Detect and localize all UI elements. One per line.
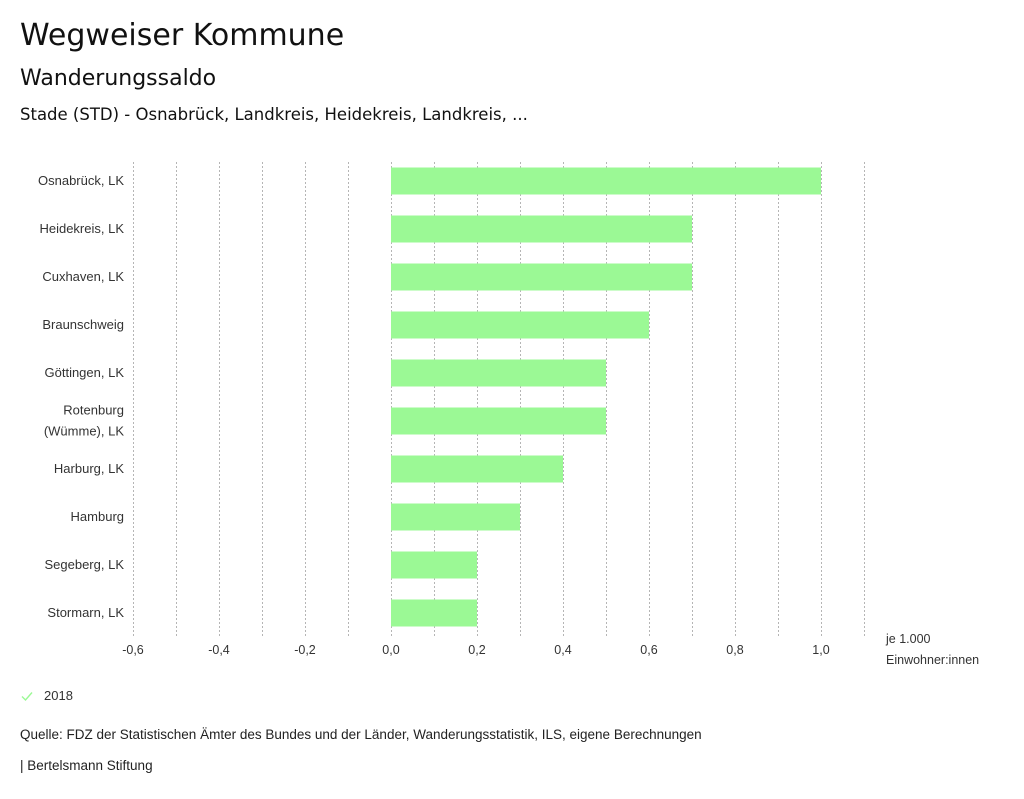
- bar[interactable]: [391, 311, 649, 339]
- bar[interactable]: [391, 407, 606, 435]
- bar[interactable]: [391, 215, 692, 243]
- legend[interactable]: 2018: [20, 688, 73, 703]
- category-label: Rotenburg (Wümme), LK: [44, 403, 125, 439]
- category-label: Segeberg, LK: [44, 557, 124, 572]
- x-tick-label: 0,4: [554, 643, 571, 657]
- check-icon: [21, 691, 33, 701]
- bar[interactable]: [391, 599, 477, 627]
- x-tick-label: 1,0: [812, 643, 829, 657]
- selection-summary: Stade (STD) - Osnabrück, Landkreis, Heid…: [20, 105, 528, 124]
- bar[interactable]: [391, 503, 520, 531]
- source-note: Quelle: FDZ der Statistischen Ämter des …: [20, 727, 702, 742]
- x-tick-label: 0,6: [640, 643, 657, 657]
- bar[interactable]: [391, 455, 563, 483]
- chart-subtitle: Wanderungssaldo: [20, 66, 217, 91]
- x-tick-label: 0,2: [468, 643, 485, 657]
- x-tick-label: 0,0: [382, 643, 399, 657]
- category-label: Braunschweig: [42, 317, 124, 332]
- x-tick-label: -0,4: [208, 643, 230, 657]
- x-axis-unit-label: je 1.000 Einwohner:innen: [885, 632, 979, 667]
- x-tick-label: 0,8: [726, 643, 743, 657]
- category-label: Heidekreis, LK: [39, 221, 124, 236]
- x-tick-label: -0,6: [122, 643, 144, 657]
- x-axis-label: je 1.000 Einwohner:innen: [885, 632, 979, 667]
- bar[interactable]: [391, 263, 692, 291]
- bar-chart: Osnabrück, LK Heidekreis, LK Cuxhaven, LK B…: [38, 162, 979, 667]
- gridlines: [133, 162, 865, 636]
- bar[interactable]: [391, 551, 477, 579]
- category-label: Stormarn, LK: [47, 605, 124, 620]
- category-label: Göttingen, LK: [45, 365, 125, 380]
- legend-label-2018: 2018: [44, 688, 73, 703]
- x-tick-labels: -0,6 -0,4 -0,2 0,0 0,2 0,4 0,6 0,8 1,0: [122, 643, 830, 657]
- bar[interactable]: [391, 167, 821, 195]
- x-tick-label: -0,2: [294, 643, 316, 657]
- credit-note: | Bertelsmann Stiftung: [20, 758, 153, 773]
- page-title: Wegweiser Kommune: [20, 18, 345, 53]
- category-labels: Osnabrück, LK Heidekreis, LK Cuxhaven, LK B…: [38, 173, 124, 620]
- category-label: Osnabrück, LK: [38, 173, 124, 188]
- bar[interactable]: [391, 359, 606, 387]
- category-label: Cuxhaven, LK: [42, 269, 124, 284]
- category-label: Harburg, LK: [54, 461, 124, 476]
- category-label: Hamburg: [71, 509, 124, 524]
- bars: [391, 167, 821, 627]
